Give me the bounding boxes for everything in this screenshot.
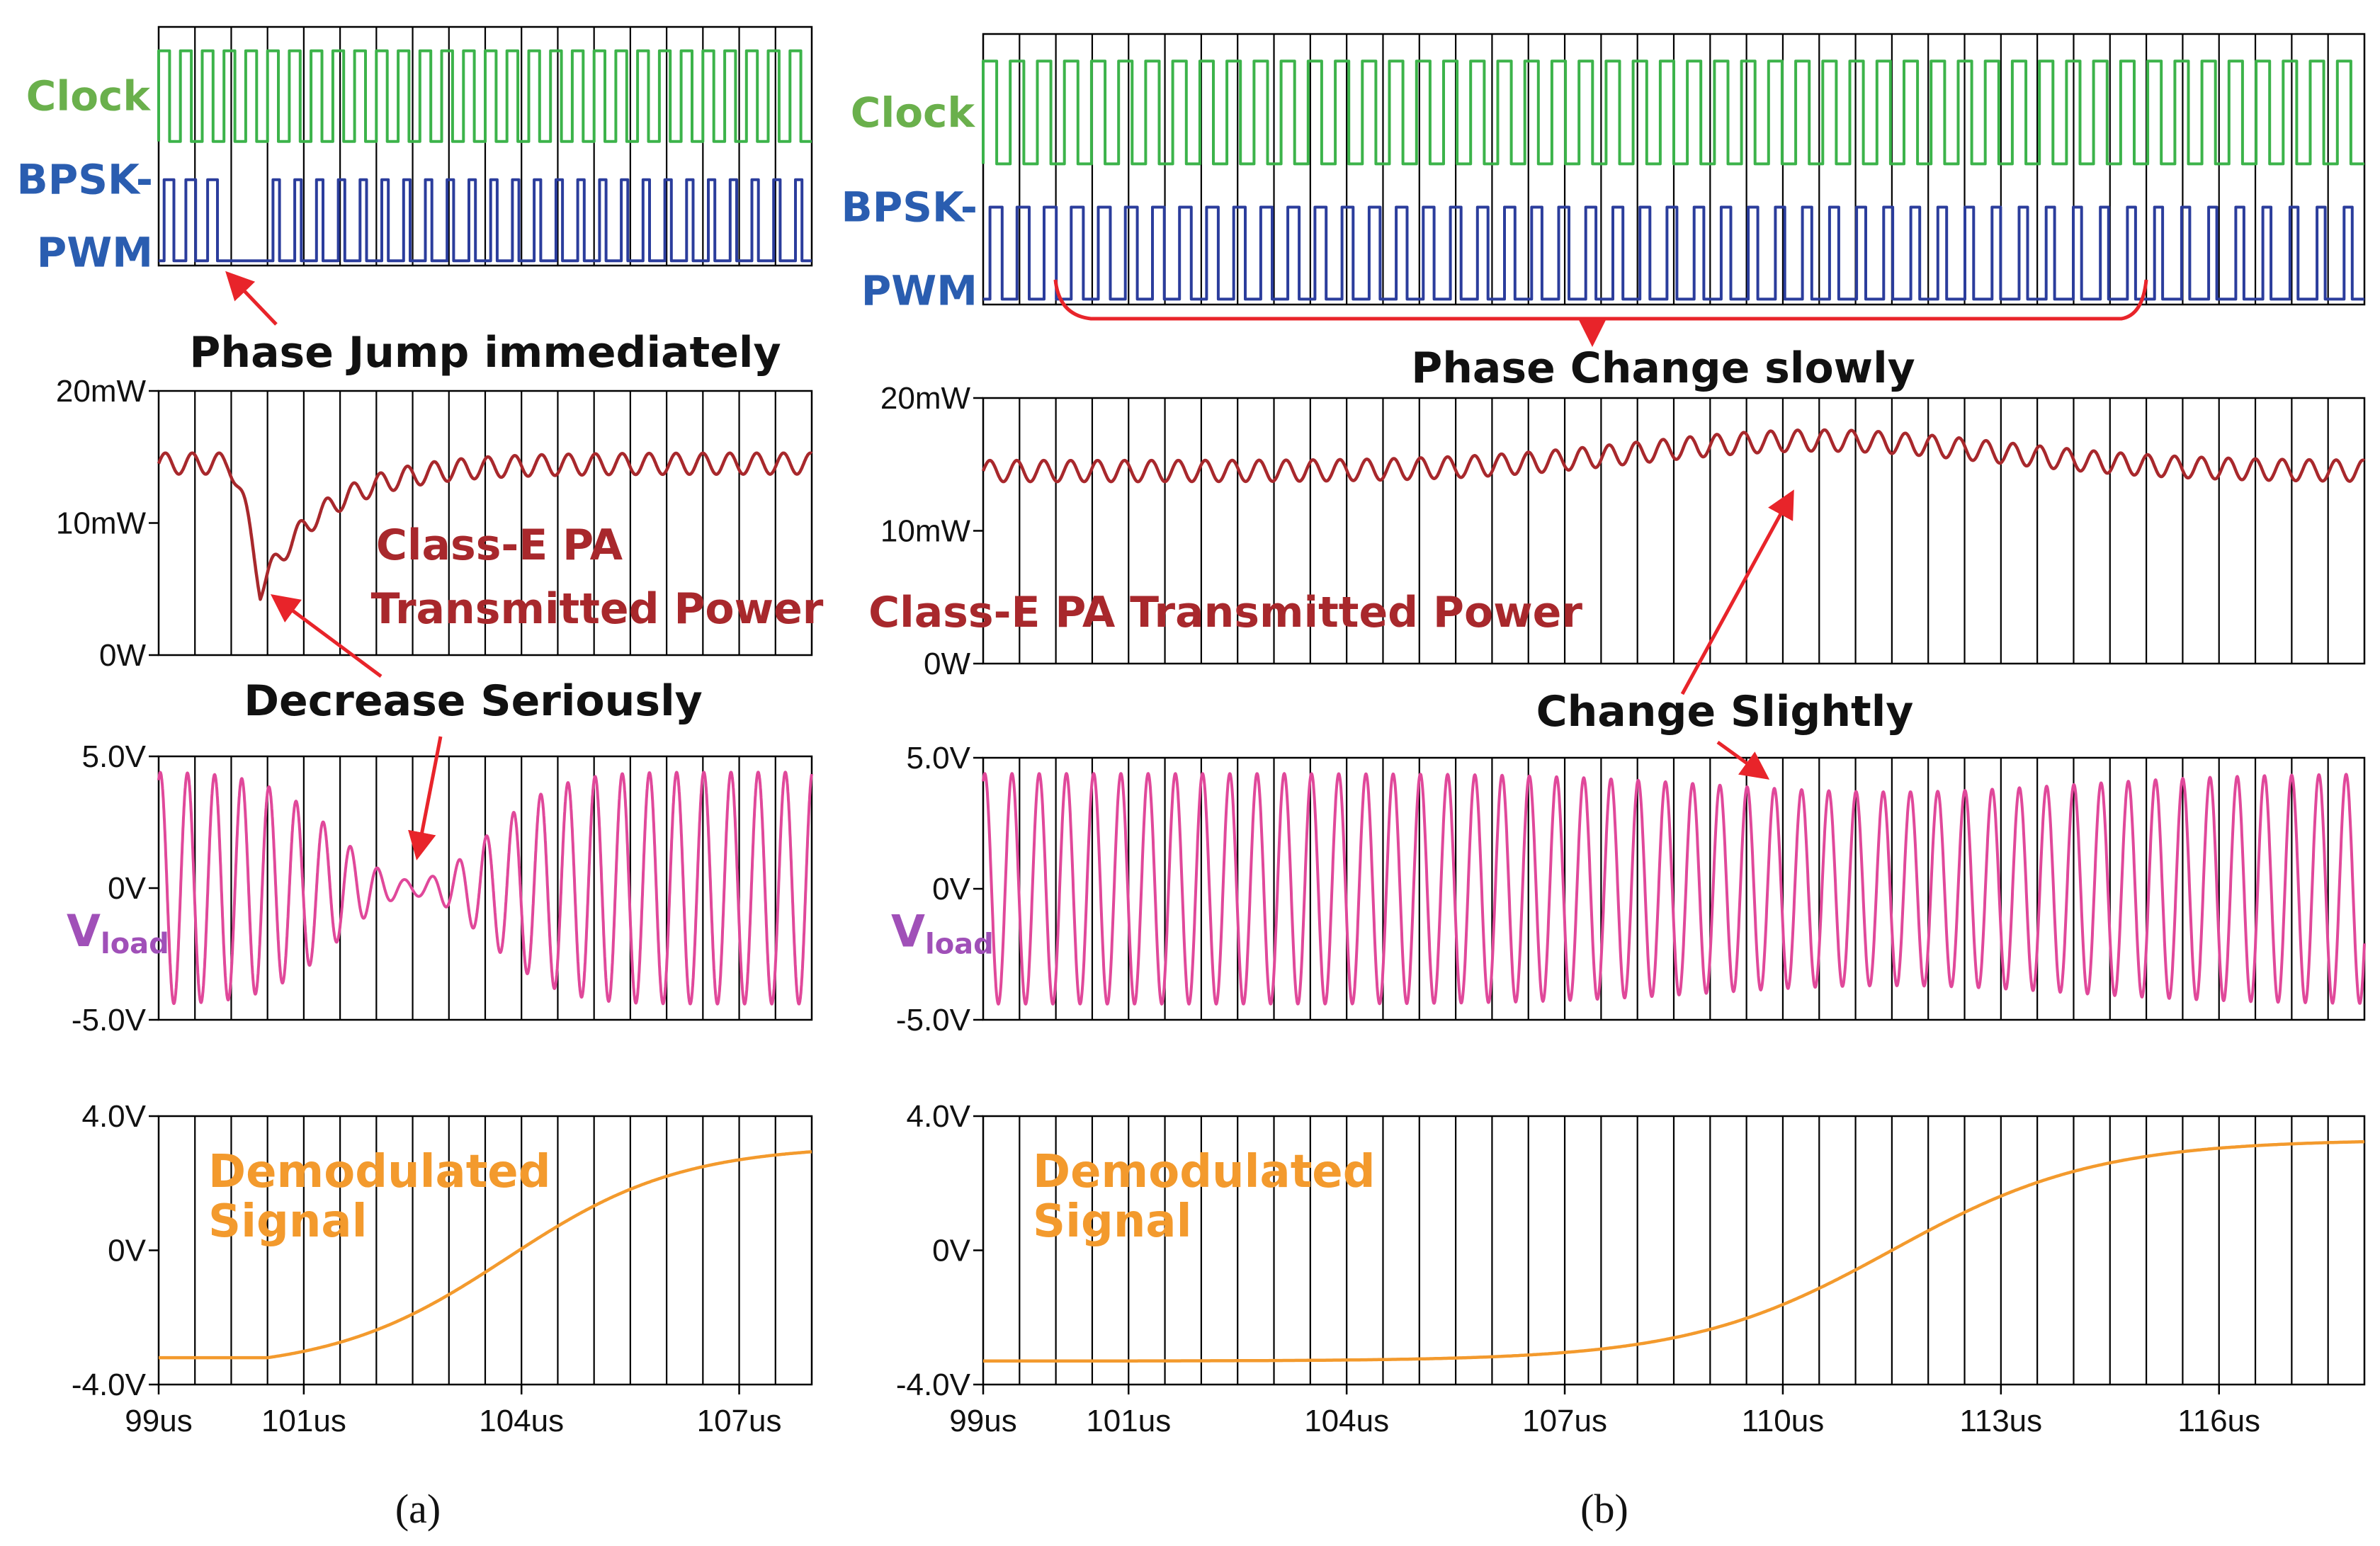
xtick-label: 101us bbox=[261, 1404, 346, 1438]
phase-change-bracket bbox=[1053, 279, 2148, 321]
vload-ytick-label: 0V bbox=[932, 872, 970, 906]
power-ytick-label: 20mW bbox=[880, 381, 971, 416]
decrease-annotation: Decrease Seriously bbox=[244, 676, 703, 726]
power-ytick-label: 0W bbox=[99, 638, 146, 673]
clock-label: Clock bbox=[851, 89, 976, 137]
demod-frame bbox=[982, 1115, 2366, 1386]
vload-label-sub: load bbox=[101, 928, 169, 960]
demod-ytick-label: 4.0V bbox=[906, 1099, 970, 1134]
panel-caption: (b) bbox=[1580, 1486, 1628, 1532]
vload-trace bbox=[982, 772, 2366, 1006]
change-slightly-annotation: Change Slightly bbox=[1536, 687, 1914, 737]
demod-ytick-label: 0V bbox=[108, 1234, 146, 1268]
power-trace bbox=[981, 428, 2366, 484]
power-ytick-label: 10mW bbox=[56, 506, 147, 541]
clock-label: Clock bbox=[26, 72, 152, 120]
xtick-label: 104us bbox=[479, 1404, 564, 1438]
xtick-label: 110us bbox=[1742, 1404, 1825, 1438]
pwm-label: PWM bbox=[861, 266, 978, 314]
power-frame bbox=[982, 397, 2366, 665]
clock-trace bbox=[982, 59, 2364, 166]
phase-jump-annotation: Phase Jump immediately bbox=[189, 328, 781, 377]
power-ytick-label: 20mW bbox=[56, 374, 147, 409]
digital-border bbox=[982, 33, 2366, 306]
demod-label-line2: Signal bbox=[1033, 1195, 1192, 1248]
demod-trace bbox=[983, 1139, 2365, 1363]
xtick-label: 107us bbox=[1522, 1404, 1607, 1438]
phase-change-annotation: Phase Change slowly bbox=[1411, 343, 1915, 393]
vload-label-main: V bbox=[891, 905, 925, 957]
vload-ytick-label: 5.0V bbox=[906, 741, 970, 775]
clock-trace bbox=[157, 49, 812, 143]
xtick-label: 107us bbox=[697, 1404, 782, 1438]
panel-b: Clock BPSK- PWM 20mW 10mW 0W 5.0V 0V -5.0V Vload 4… bbox=[842, 33, 2366, 1532]
demod-ytick-label: -4.0V bbox=[896, 1368, 971, 1402]
xtick-label: 113us bbox=[1960, 1404, 2043, 1438]
vload-trace bbox=[157, 771, 813, 1006]
pwm-label: PWM bbox=[37, 228, 153, 276]
power-ytick-label: 0W bbox=[924, 647, 970, 681]
decrease-arrow-vload bbox=[408, 736, 443, 860]
vload-ytick-label: -5.0V bbox=[896, 1003, 971, 1038]
xtick-label: 99us bbox=[949, 1404, 1016, 1438]
power-label: Class-E PA Transmitted Power bbox=[868, 588, 1582, 637]
xtick-label: 101us bbox=[1086, 1404, 1171, 1438]
power-ytick-label: 10mW bbox=[880, 514, 971, 549]
change-slightly-arrow-vload bbox=[1716, 740, 1770, 780]
phase-jump-arrow bbox=[225, 271, 278, 326]
bpsk-trace bbox=[983, 205, 2364, 301]
xtick-label: 104us bbox=[1304, 1404, 1389, 1438]
demod-ytick-label: 4.0V bbox=[81, 1099, 146, 1134]
vload-ytick-label: -5.0V bbox=[72, 1003, 147, 1038]
decrease-arrow-power bbox=[270, 594, 382, 678]
panel-caption: (a) bbox=[395, 1486, 441, 1532]
power-trace bbox=[157, 451, 813, 601]
panel-a: Clock BPSK- PWM 20mW 10mW 0W 5.0V 0V -5.0V Vload 4… bbox=[17, 25, 824, 1532]
demod-label-line1: Demodulated bbox=[1033, 1146, 1376, 1198]
demod-ytick-label: -4.0V bbox=[72, 1368, 147, 1402]
xtick-label: 116us bbox=[2177, 1404, 2260, 1438]
vload-label: Vload bbox=[891, 905, 994, 960]
change-slightly-arrow-power bbox=[1680, 489, 1794, 695]
digital-border bbox=[157, 25, 813, 267]
vload-label-sub: load bbox=[925, 928, 994, 960]
vload-ytick-label: 0V bbox=[108, 871, 146, 906]
power-label-line1: Class-E PA bbox=[376, 521, 623, 570]
power-label-line2: Transmitted Power bbox=[371, 584, 824, 634]
demod-trace bbox=[157, 1150, 813, 1360]
xtick-label: 99us bbox=[125, 1404, 192, 1438]
vload-frame bbox=[157, 755, 813, 1021]
bpsk-label: BPSK- bbox=[842, 183, 978, 231]
demod-label-line2: Signal bbox=[208, 1195, 368, 1248]
vload-ytick-label: 5.0V bbox=[81, 739, 146, 774]
demod-ytick-label: 0V bbox=[932, 1234, 970, 1268]
demod-label-line1: Demodulated bbox=[208, 1146, 551, 1198]
bpsk-trace bbox=[159, 178, 812, 263]
vload-label: Vload bbox=[67, 905, 169, 960]
vload-label-main: V bbox=[67, 905, 101, 957]
bpsk-label: BPSK- bbox=[17, 156, 153, 204]
